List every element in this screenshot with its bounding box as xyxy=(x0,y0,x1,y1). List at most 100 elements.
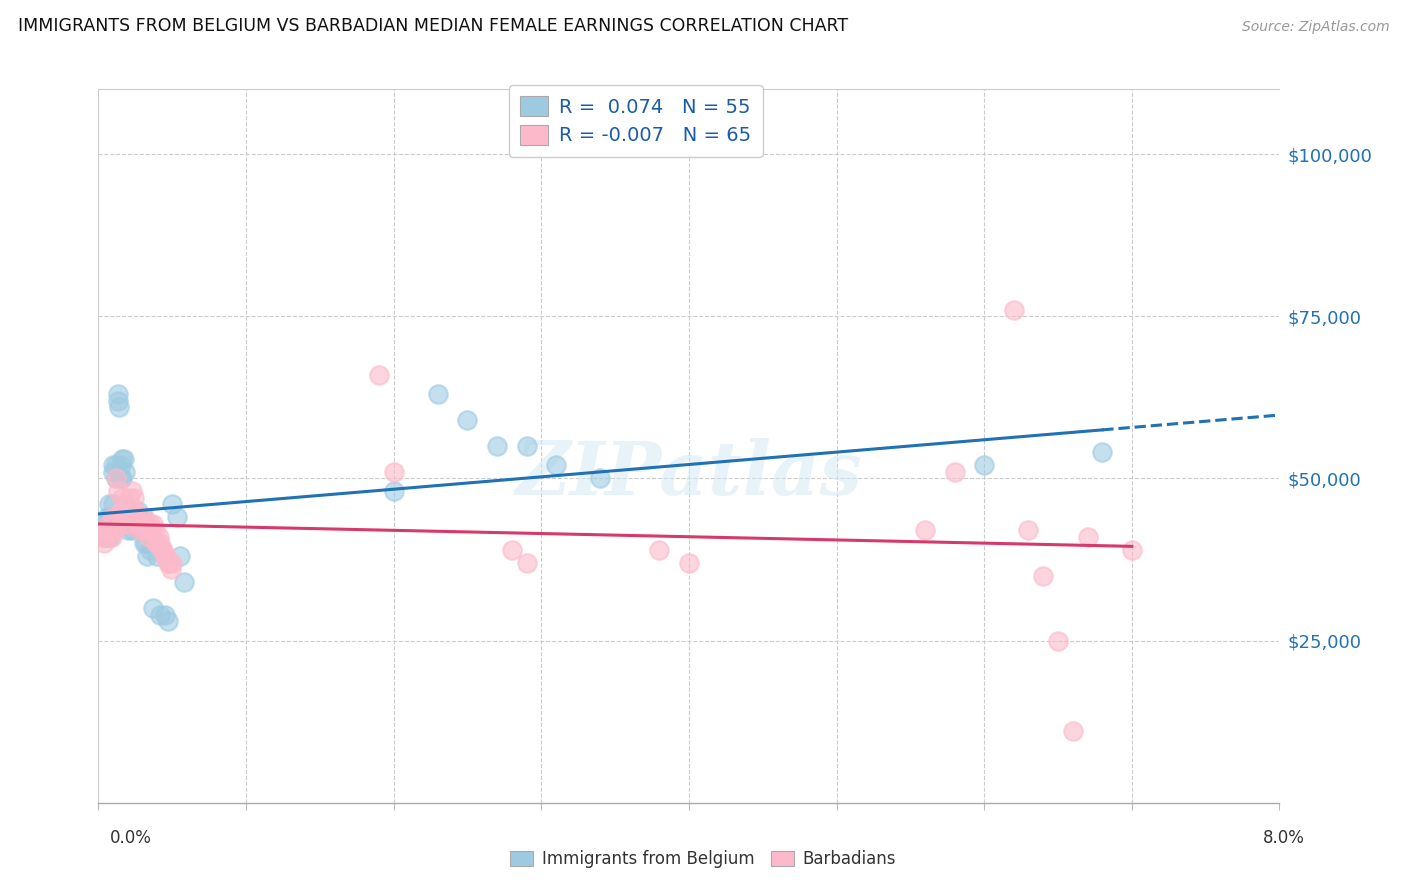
Point xyxy=(1077,530,1099,544)
Point xyxy=(96,530,118,544)
Point xyxy=(382,484,405,499)
Y-axis label: Median Female Earnings: Median Female Earnings xyxy=(0,352,7,540)
Point xyxy=(118,491,141,505)
Point xyxy=(107,387,129,401)
Point xyxy=(98,510,121,524)
Point xyxy=(149,607,172,622)
Point xyxy=(162,497,183,511)
Point xyxy=(156,556,179,570)
Point xyxy=(114,510,136,524)
Point xyxy=(152,542,174,557)
Point xyxy=(135,516,157,531)
Point xyxy=(110,471,132,485)
Point xyxy=(1091,445,1114,459)
Point xyxy=(134,536,156,550)
Point xyxy=(105,471,128,485)
Point xyxy=(153,607,176,622)
Point xyxy=(166,510,188,524)
Legend: R =  0.074   N = 55, R = -0.007   N = 65: R = 0.074 N = 55, R = -0.007 N = 65 xyxy=(509,85,763,157)
Point xyxy=(118,504,141,518)
Point xyxy=(108,400,131,414)
Point xyxy=(142,516,165,531)
Point xyxy=(157,556,180,570)
Point xyxy=(457,413,479,427)
Text: 0.0%: 0.0% xyxy=(110,829,152,847)
Point xyxy=(115,516,138,531)
Point xyxy=(1121,542,1143,557)
Point xyxy=(141,524,163,538)
Point xyxy=(1002,302,1025,317)
Text: IMMIGRANTS FROM BELGIUM VS BARBADIAN MEDIAN FEMALE EARNINGS CORRELATION CHART: IMMIGRANTS FROM BELGIUM VS BARBADIAN MED… xyxy=(18,17,848,35)
Point xyxy=(136,549,159,564)
Point xyxy=(156,614,179,628)
Point xyxy=(103,458,125,473)
Point xyxy=(546,458,568,473)
Point xyxy=(145,536,167,550)
Point xyxy=(678,556,700,570)
Point xyxy=(132,524,155,538)
Point xyxy=(117,524,139,538)
Point xyxy=(108,510,131,524)
Point xyxy=(103,510,125,524)
Point xyxy=(135,536,157,550)
Point xyxy=(155,549,177,564)
Point xyxy=(136,524,159,538)
Point xyxy=(173,575,195,590)
Point xyxy=(127,504,149,518)
Point xyxy=(96,510,118,524)
Point xyxy=(120,510,142,524)
Point xyxy=(1046,633,1070,648)
Point xyxy=(110,504,132,518)
Point xyxy=(138,530,160,544)
Text: Source: ZipAtlas.com: Source: ZipAtlas.com xyxy=(1241,21,1389,34)
Point xyxy=(124,516,146,531)
Point xyxy=(107,393,129,408)
Point xyxy=(103,497,125,511)
Point xyxy=(121,484,143,499)
Point xyxy=(132,510,155,524)
Point xyxy=(129,516,152,531)
Point xyxy=(501,542,523,557)
Point xyxy=(111,452,134,467)
Point xyxy=(148,530,170,544)
Point xyxy=(150,542,173,557)
Point xyxy=(162,556,183,570)
Point xyxy=(117,516,139,531)
Point xyxy=(368,368,391,382)
Point xyxy=(134,510,156,524)
Point xyxy=(105,458,128,473)
Point xyxy=(142,601,165,615)
Point xyxy=(93,536,115,550)
Point xyxy=(112,452,135,467)
Point xyxy=(114,465,136,479)
Point xyxy=(125,516,148,531)
Point xyxy=(97,516,120,531)
Point xyxy=(127,516,149,531)
Point xyxy=(120,504,142,518)
Point xyxy=(146,536,169,550)
Point xyxy=(648,542,671,557)
Point xyxy=(486,439,509,453)
Point xyxy=(100,530,122,544)
Point xyxy=(112,510,135,524)
Legend: Immigrants from Belgium, Barbadians: Immigrants from Belgium, Barbadians xyxy=(503,844,903,875)
Point xyxy=(110,458,132,473)
Point xyxy=(104,524,127,538)
Point xyxy=(93,530,115,544)
Point xyxy=(153,549,176,564)
Point xyxy=(914,524,936,538)
Point xyxy=(105,471,128,485)
Point xyxy=(1018,524,1040,538)
Point xyxy=(107,484,129,499)
Point xyxy=(139,516,162,531)
Point xyxy=(111,491,134,505)
Point xyxy=(149,536,172,550)
Point xyxy=(111,504,134,518)
Point xyxy=(125,510,148,524)
Point xyxy=(96,530,118,544)
Point xyxy=(94,524,117,538)
Point xyxy=(427,387,450,401)
Point xyxy=(122,491,145,505)
Point xyxy=(1032,568,1054,582)
Point xyxy=(139,542,162,557)
